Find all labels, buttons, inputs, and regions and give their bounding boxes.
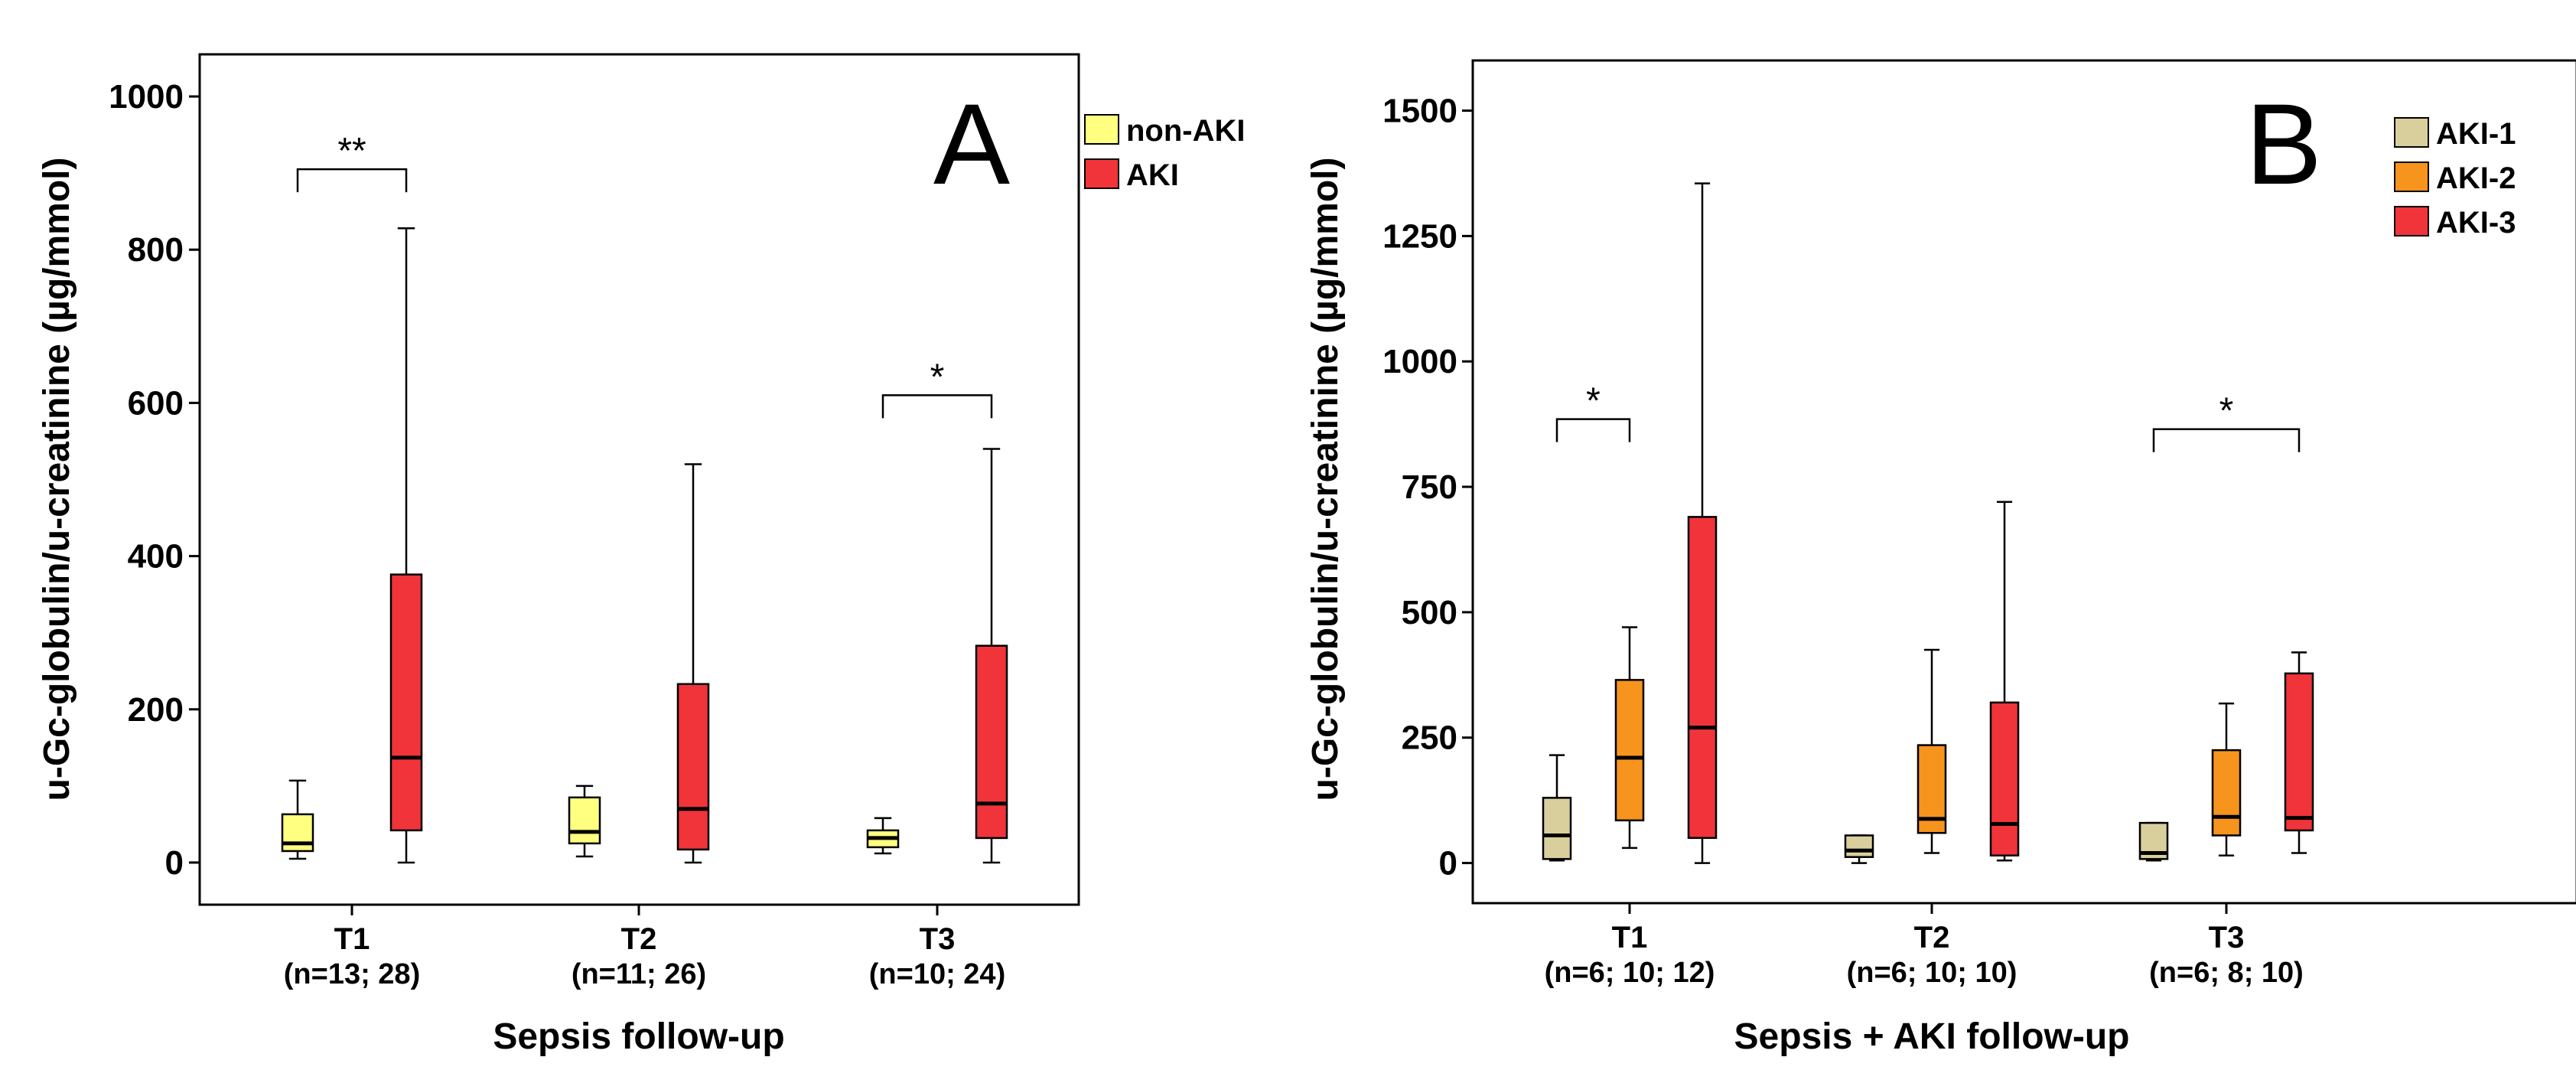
box-iqr xyxy=(1989,701,2020,856)
panel-a-y-axis-title: u-Gc-globulin/u-creatinine (µg/mmol) xyxy=(37,158,77,801)
panel-a-boxes xyxy=(281,227,1008,864)
legend-label-non-aki: non-AKI xyxy=(1126,114,1246,148)
panel-a-x-axis-title: Sepsis follow-up xyxy=(493,1016,784,1057)
box-iqr xyxy=(2284,672,2314,832)
panel-a-y-axis: 0 200 400 600 800 1000 xyxy=(109,78,200,882)
panel-b-y-axis: 0 250 500 750 1000 1250 1500 xyxy=(1382,93,1473,882)
x-tick-label: T3 xyxy=(2209,921,2245,954)
panel-a-letter: A xyxy=(933,80,1010,208)
y-tick-label: 0 xyxy=(165,844,184,882)
panel-b-plot-frame xyxy=(1471,59,2576,905)
panel-b-letter: B xyxy=(2245,80,2322,208)
legend-label-aki-3: AKI-3 xyxy=(2436,206,2516,240)
box-iqr xyxy=(1687,516,1718,840)
panel-b-legend: AKI-1 AKI-2 AKI-3 xyxy=(2394,117,2516,240)
legend-swatch-aki xyxy=(1084,158,1119,189)
y-tick-label: 200 xyxy=(128,691,184,729)
x-tick-sublabel: (n=6; 10; 12) xyxy=(1545,957,1715,989)
x-tick-sublabel: (n=6; 8; 10) xyxy=(2149,957,2304,989)
y-tick-label: 0 xyxy=(1439,845,1457,882)
legend-label-aki-1: AKI-1 xyxy=(2436,117,2516,151)
panel-b-boxes xyxy=(1542,182,2314,864)
panel-a-legend: non-AKI AKI xyxy=(1084,114,1246,192)
panel-b-significance: * * xyxy=(1555,381,2301,452)
panel-b-y-axis-title: u-Gc-globulin/u-creatinine (µg/mmol) xyxy=(1305,158,1346,801)
significance-label: * xyxy=(1586,381,1601,422)
significance-label: * xyxy=(930,357,945,397)
panel-a-significance: *** xyxy=(296,131,993,419)
box-iqr xyxy=(281,813,314,853)
box-iqr xyxy=(975,644,1008,840)
box-aki-1-t1 xyxy=(1542,754,1572,862)
y-tick-label: 500 xyxy=(1402,594,1457,631)
panel-b-x-axis-title: Sepsis + AKI follow-up xyxy=(1734,1016,2130,1057)
y-tick-label: 750 xyxy=(1402,468,1457,506)
box-aki-t1 xyxy=(389,227,423,864)
x-tick-label: T1 xyxy=(334,922,370,956)
box-iqr xyxy=(568,796,601,845)
panel-b-x-axis: T1(n=6; 10; 12) T2(n=6; 10; 10) T3(n=6; 8;… xyxy=(1545,903,2304,989)
x-tick-sublabel: (n=13; 28) xyxy=(284,958,420,990)
box-aki-t3 xyxy=(975,448,1008,864)
box-aki-1-t2 xyxy=(1844,834,1874,864)
significance-bracket xyxy=(2152,428,2301,452)
box-aki-3-t2 xyxy=(1989,501,2020,862)
box-non-aki-t2 xyxy=(568,785,601,858)
y-tick-label: 1000 xyxy=(1382,343,1457,380)
y-tick-label: 600 xyxy=(128,384,184,422)
box-iqr xyxy=(2211,749,2242,837)
significance-label: ** xyxy=(337,131,366,171)
box-non-aki-t3 xyxy=(866,817,900,855)
significance-bracket xyxy=(1555,418,1631,442)
box-iqr xyxy=(1614,679,1645,822)
box-aki-2-t1 xyxy=(1614,626,1645,850)
box-aki-3-t3 xyxy=(2284,651,2314,854)
box-aki-t2 xyxy=(676,463,710,864)
box-non-aki-t1 xyxy=(281,779,314,860)
legend-swatch-aki-2 xyxy=(2394,161,2429,192)
box-iqr xyxy=(1542,797,1572,860)
x-tick-sublabel: (n=6; 10; 10) xyxy=(1847,957,2017,989)
y-tick-label: 1250 xyxy=(1382,217,1457,255)
box-aki-2-t2 xyxy=(1917,648,1947,854)
y-tick-label: 400 xyxy=(128,538,184,576)
x-tick-label: T3 xyxy=(920,922,956,956)
significance-bracket xyxy=(881,394,993,419)
x-tick-sublabel: (n=10; 24) xyxy=(869,958,1005,990)
y-tick-label: 1000 xyxy=(109,78,184,116)
legend-swatch-aki-1 xyxy=(2394,117,2429,148)
x-tick-sublabel: (n=11; 26) xyxy=(572,958,706,990)
legend-label-aki: AKI xyxy=(1126,158,1179,192)
legend-label-aki-2: AKI-2 xyxy=(2436,161,2516,195)
box-aki-1-t3 xyxy=(2138,821,2169,862)
box-aki-2-t3 xyxy=(2211,702,2242,856)
panel-a-x-axis: T1(n=13; 28) T2(n=11; 26) T3(n=10; 24) xyxy=(284,905,1005,990)
y-tick-label: 250 xyxy=(1402,719,1457,757)
box-iqr xyxy=(389,573,423,832)
significance-bracket xyxy=(296,168,408,193)
legend-swatch-non-aki xyxy=(1084,114,1119,145)
box-aki-3-t1 xyxy=(1687,182,1718,864)
box-iqr xyxy=(676,683,710,851)
box-iqr xyxy=(1844,834,1874,858)
y-tick-label: 800 xyxy=(128,231,184,269)
x-tick-label: T1 xyxy=(1612,921,1648,954)
x-tick-label: T2 xyxy=(1914,921,1950,954)
significance-label: * xyxy=(2219,391,2234,432)
legend-swatch-aki-3 xyxy=(2394,206,2429,237)
y-tick-label: 1500 xyxy=(1382,93,1457,130)
x-tick-label: T2 xyxy=(621,922,657,956)
